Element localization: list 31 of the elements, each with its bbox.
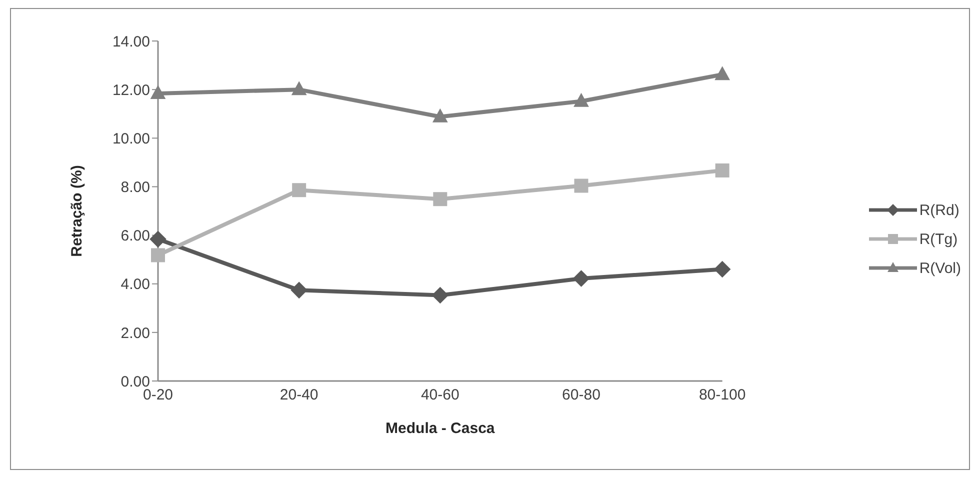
point	[433, 192, 448, 206]
x-tick-label: 20-40	[280, 386, 318, 404]
point	[574, 178, 588, 193]
legend-label: R(Tg)	[919, 230, 958, 248]
x-axis-title: Medula - Casca	[386, 420, 496, 437]
point	[714, 260, 731, 278]
y-tick-label: 14.00	[112, 33, 150, 50]
x-tick-label: 40-60	[420, 386, 460, 404]
point	[432, 108, 448, 122]
x-tick-label: 60-80	[562, 386, 600, 404]
point	[715, 163, 730, 178]
point	[432, 286, 449, 304]
y-tick-label: 4.00	[120, 276, 150, 294]
point	[574, 92, 589, 107]
point	[150, 230, 166, 248]
point	[292, 183, 306, 198]
point	[714, 66, 730, 80]
y-tick-label: 8.00	[120, 179, 150, 196]
y-tick-label: 10.00	[112, 130, 150, 148]
y-tick-label: 2.00	[120, 324, 150, 342]
legend-label: R(Rd)	[919, 202, 960, 218]
point	[291, 81, 307, 96]
y-axis-title: Retração (%)	[68, 165, 86, 257]
y-tick-label: 6.00	[120, 228, 150, 245]
legend-label: R(Vol)	[919, 260, 961, 276]
point	[290, 282, 308, 299]
x-tick-label: 80-100	[698, 386, 746, 404]
y-tick-label: 12.00	[112, 82, 150, 99]
point	[572, 270, 590, 287]
point	[151, 248, 165, 262]
point	[150, 85, 166, 100]
